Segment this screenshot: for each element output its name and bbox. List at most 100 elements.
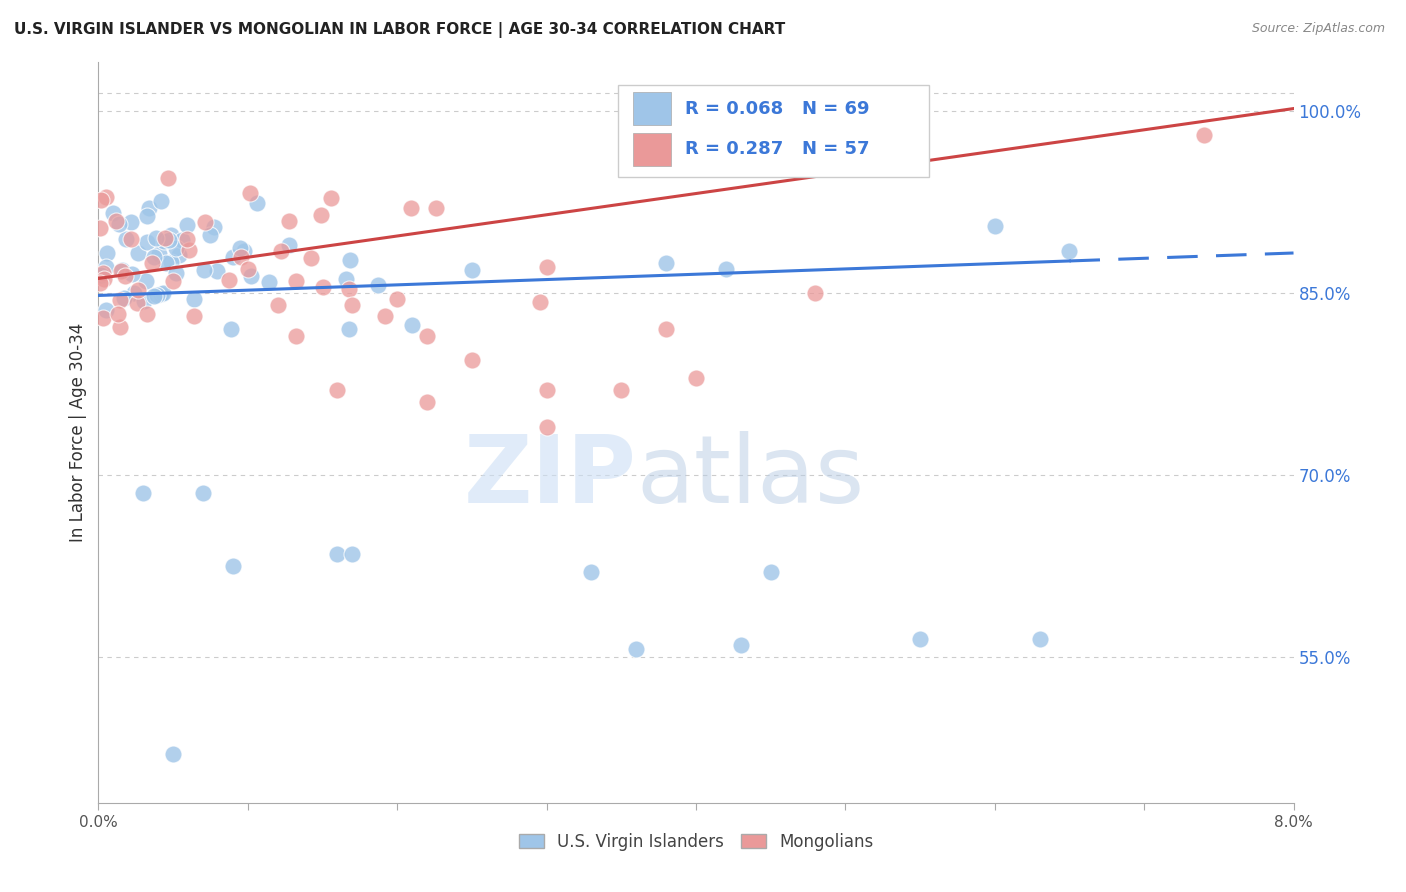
Point	[153, 234, 176, 248]
Point	[122, 286, 145, 301]
Point	[135, 307, 157, 321]
Point	[339, 253, 361, 268]
Point	[143, 250, 166, 264]
Point	[229, 241, 252, 255]
FancyBboxPatch shape	[633, 92, 671, 126]
Point	[194, 215, 217, 229]
Point	[162, 274, 184, 288]
Text: R = 0.068   N = 69: R = 0.068 N = 69	[685, 100, 870, 118]
Point	[207, 264, 229, 278]
Point	[401, 318, 423, 332]
Point	[399, 201, 422, 215]
Point	[169, 248, 191, 262]
Point	[374, 309, 396, 323]
Point	[153, 231, 176, 245]
Point	[93, 271, 115, 285]
FancyBboxPatch shape	[619, 85, 929, 178]
Point	[202, 220, 225, 235]
Text: Source: ZipAtlas.com: Source: ZipAtlas.com	[1251, 22, 1385, 36]
Point	[342, 298, 364, 312]
Point	[311, 208, 333, 222]
Point	[284, 274, 307, 288]
Point	[246, 196, 269, 211]
Point	[125, 296, 148, 310]
Point	[143, 289, 166, 303]
Point	[342, 547, 364, 561]
Point	[155, 255, 177, 269]
Point	[232, 244, 254, 259]
Point	[236, 261, 259, 276]
Point	[229, 250, 252, 264]
Point	[385, 292, 409, 306]
Point	[311, 280, 333, 294]
Point	[416, 328, 439, 343]
Y-axis label: In Labor Force | Age 30-34: In Labor Force | Age 30-34	[69, 323, 87, 542]
Point	[114, 231, 136, 245]
Point	[222, 559, 245, 574]
Point	[529, 295, 551, 310]
Point	[267, 298, 290, 312]
Point	[326, 383, 349, 397]
Point	[91, 310, 114, 325]
Point	[536, 260, 558, 274]
Point	[120, 215, 142, 229]
Point	[319, 191, 342, 205]
Point	[284, 329, 307, 343]
Point	[145, 288, 167, 302]
Point	[127, 283, 149, 297]
Point	[1192, 128, 1215, 143]
Point	[626, 641, 648, 656]
Point	[89, 220, 111, 235]
Point	[138, 202, 160, 216]
Point	[984, 219, 1007, 234]
Point	[730, 638, 752, 652]
FancyBboxPatch shape	[633, 133, 671, 166]
Point	[108, 319, 131, 334]
Point	[112, 292, 135, 306]
Point	[150, 194, 173, 208]
Point	[536, 419, 558, 434]
Point	[148, 247, 170, 261]
Point	[91, 266, 114, 280]
Point	[121, 268, 143, 282]
Point	[127, 246, 149, 260]
Text: U.S. VIRGIN ISLANDER VS MONGOLIAN IN LABOR FORCE | AGE 30-34 CORRELATION CHART: U.S. VIRGIN ISLANDER VS MONGOLIAN IN LAB…	[14, 22, 786, 38]
Point	[94, 260, 117, 274]
Point	[136, 209, 159, 223]
Point	[416, 395, 439, 409]
Text: atlas: atlas	[637, 431, 865, 523]
Point	[176, 219, 198, 233]
Point	[160, 255, 183, 269]
Point	[89, 277, 111, 291]
Point	[270, 244, 292, 258]
Point	[96, 302, 118, 317]
Point	[337, 282, 360, 296]
Point	[1059, 244, 1081, 258]
Point	[337, 322, 360, 336]
Point	[114, 269, 136, 284]
Point	[135, 235, 157, 249]
Point	[141, 255, 163, 269]
Point	[200, 227, 222, 242]
Point	[367, 278, 389, 293]
Point	[132, 486, 155, 500]
Point	[326, 547, 349, 561]
Point	[218, 272, 240, 286]
Text: ZIP: ZIP	[464, 431, 637, 523]
Text: R = 0.287   N = 57: R = 0.287 N = 57	[685, 140, 870, 159]
Point	[1028, 632, 1050, 646]
Point	[90, 193, 112, 207]
Point	[165, 266, 187, 280]
Point	[183, 292, 205, 306]
Point	[90, 268, 112, 282]
Point	[425, 201, 447, 215]
Point	[110, 293, 132, 307]
Point	[162, 747, 184, 762]
Point	[581, 565, 603, 579]
Point	[461, 262, 484, 277]
Point	[108, 217, 131, 231]
Point	[157, 170, 180, 185]
Point	[96, 190, 118, 204]
Point	[685, 371, 707, 385]
Point	[104, 214, 127, 228]
